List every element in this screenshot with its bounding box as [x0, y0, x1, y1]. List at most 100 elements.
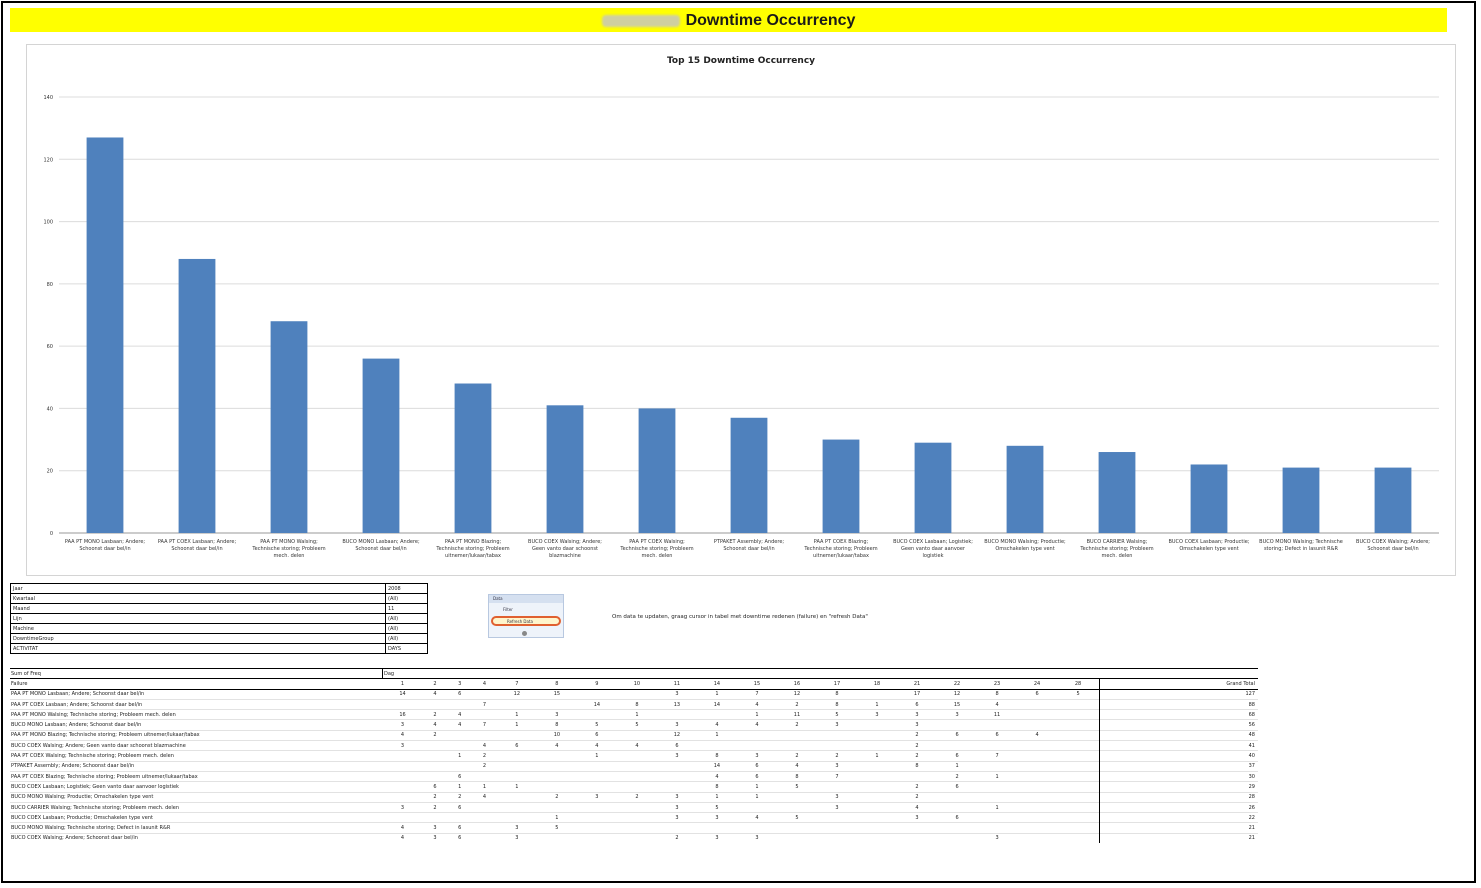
pivot-cell: [1017, 801, 1058, 813]
pivot-cell: [1017, 719, 1058, 731]
pivot-cell: [1057, 740, 1100, 751]
pivot-cell: [1017, 760, 1058, 772]
pivot-cell: 3: [382, 719, 423, 731]
filter-table: Jaar 2008 Kwartaal (All) Maand 11 Lijn (All) Mac…: [10, 583, 428, 654]
pivot-cell: [776, 740, 817, 751]
pivot-row-total: 28: [1098, 791, 1258, 803]
pivot-cell: 4: [1017, 729, 1058, 741]
pivot-cell: 3: [736, 832, 777, 844]
pivot-cell: 1: [696, 729, 737, 741]
bar: [1374, 467, 1412, 533]
pivot-cell: [1057, 709, 1100, 720]
pivot-cell: [736, 801, 777, 813]
pivot-cell: 4: [897, 801, 938, 813]
pivot-cell: 10: [536, 729, 577, 741]
pivot-cell: 4: [576, 740, 617, 751]
filter-row: Jaar 2008: [10, 583, 428, 594]
pivot-cell: [496, 770, 537, 782]
pivot-cell: [1057, 729, 1100, 741]
pivot-cell: 5: [576, 719, 617, 731]
pivot-cell: 1: [696, 791, 737, 803]
pivot-cell: [536, 760, 577, 772]
filter-value[interactable]: 11: [385, 603, 428, 614]
pivot-row-label: BUCO COEX Lasbaan; Logistiek; Geen vanto…: [10, 781, 383, 793]
pivot-cell: 14: [696, 698, 737, 710]
pivot-cell: [1057, 781, 1100, 793]
pivot-cell: [1057, 832, 1100, 844]
pivot-cell: 3: [897, 812, 938, 823]
pivot-cell: 4: [776, 760, 817, 772]
filter-label: ACTIVITAT: [10, 643, 386, 654]
pivot-cell: [857, 729, 898, 741]
pivot-column-header: 21: [897, 678, 938, 690]
pivot-cell: [857, 822, 898, 834]
filter-label: Machine: [10, 623, 386, 634]
pivot-cell: [857, 740, 898, 751]
pivot-cell: [1017, 750, 1058, 762]
pivot-row-label: PAA PT COEX Walsing; Technische storing;…: [10, 750, 383, 762]
pivot-cell: [616, 822, 657, 834]
pivot-column-header: 4: [472, 678, 497, 690]
pivot-cell: 6: [576, 729, 617, 741]
pivot-cell: 16: [382, 709, 423, 720]
pivot-row-total: 56: [1098, 719, 1258, 731]
filter-value[interactable]: (All): [385, 593, 428, 604]
filter-value[interactable]: (All): [385, 623, 428, 634]
table-row: PAA PT COEX Walsing; Technische storing;…: [10, 750, 1258, 762]
pivot-cell: [857, 770, 898, 782]
x-axis-labels: PAA PT MONO Lasbaan; Andere; Schoonst daa…: [65, 539, 1430, 559]
pivot-cell: 3: [977, 832, 1018, 844]
refresh-data-menu-item: Refresh Data: [491, 616, 561, 626]
pivot-cell: [1017, 812, 1058, 823]
pivot-row-header: Failure: [10, 678, 383, 690]
pivot-cell: 3: [937, 709, 978, 720]
filter-value[interactable]: 2008: [385, 583, 428, 594]
filter-row: DowntimeGroup (All): [10, 633, 428, 644]
pivot-cell: 4: [977, 698, 1018, 710]
pivot-cell: 3: [656, 791, 697, 803]
pivot-cell: [576, 781, 617, 793]
bar: [270, 321, 308, 533]
pivot-cell: [897, 822, 938, 834]
pivot-cell: [736, 822, 777, 834]
pivot-cell: 3: [656, 719, 697, 731]
pivot-cell: [1017, 709, 1058, 720]
pivot-cell: [472, 812, 497, 823]
x-tick-label: PAA PT MONO Blazing; Technische storing; …: [435, 539, 509, 559]
filter-value[interactable]: (All): [385, 633, 428, 644]
pivot-cell: [422, 760, 448, 772]
pivot-cell: [616, 801, 657, 813]
pivot-cell: [977, 760, 1018, 772]
pivot-cell: 2: [897, 740, 938, 751]
pivot-cell: 4: [382, 822, 423, 834]
pivot-cell: [816, 740, 857, 751]
pivot-cell: [616, 770, 657, 782]
pivot-cell: 3: [496, 822, 537, 834]
filter-row: Lijn (All): [10, 613, 428, 624]
bar: [546, 405, 584, 533]
pivot-cell: [977, 781, 1018, 793]
pivot-cell: [496, 698, 537, 710]
pivot-cell: 8: [816, 688, 857, 700]
filter-value[interactable]: (All): [385, 613, 428, 624]
pivot-cell: 6: [422, 781, 448, 793]
pivot-cell: 11: [776, 709, 817, 720]
y-tick-label: 20: [47, 469, 53, 475]
pivot-cell: [937, 801, 978, 813]
pivot-cell: [937, 740, 978, 751]
pivot-cell: [736, 740, 777, 751]
bar: [914, 442, 952, 533]
filter-value[interactable]: DAYS: [385, 643, 428, 654]
pivot-cell: [576, 709, 617, 720]
pivot-cell: [696, 822, 737, 834]
pivot-cell: [496, 750, 537, 762]
pivot-cell: [576, 832, 617, 844]
pivot-cell: 5: [696, 801, 737, 813]
pivot-cell: 6: [736, 760, 777, 772]
pivot-row-total: 41: [1098, 740, 1258, 751]
pivot-cell: 6: [447, 688, 473, 700]
pivot-row-label: PAA PT MONO Blazing; Technische storing;…: [10, 729, 383, 741]
table-row: BUCO COEX Walsing; Andere; Geen vanto da…: [10, 740, 1258, 751]
pivot-cell: [616, 832, 657, 844]
